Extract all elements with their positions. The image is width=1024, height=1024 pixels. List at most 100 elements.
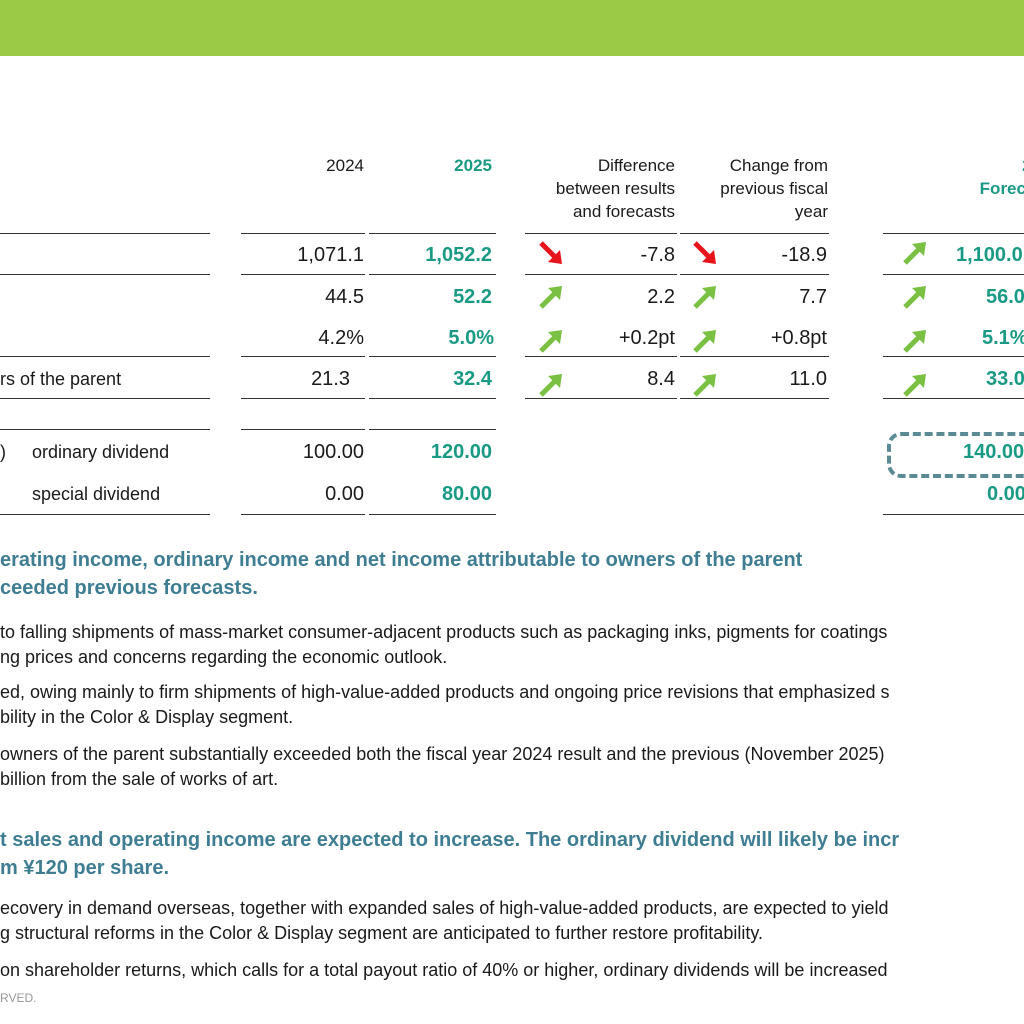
header-change-line: Change from <box>729 156 828 175</box>
highlight-dashed-box <box>887 432 1024 478</box>
header-2024: 2024 <box>326 156 364 175</box>
section-2-heading-line: m ¥120 per share. <box>0 857 169 879</box>
rule <box>369 274 496 275</box>
special-dividend-2025: 80.00 <box>441 483 492 505</box>
rule <box>883 398 1024 399</box>
ordinary-dividend-2026: 140.00 <box>963 441 1024 463</box>
rule <box>680 274 829 275</box>
rule <box>0 274 210 275</box>
para-line: ed, owing mainly to firm shipments of hi… <box>0 682 890 702</box>
arrow-down-icon <box>692 240 718 266</box>
section-2-heading-line: t sales and operating income are expecte… <box>0 829 900 851</box>
header-2025: 2025 <box>454 156 492 175</box>
para-line: billion from the sale of works of art. <box>0 769 279 789</box>
rule <box>369 514 496 515</box>
row-1-2024: 1,071.1 <box>297 244 364 266</box>
row-2-diff: 2.2 <box>647 286 675 308</box>
para-line: ng prices and concerns regarding the eco… <box>0 647 448 667</box>
para-line: bility in the Color & Display segment. <box>0 707 294 727</box>
row-2-change: 7.7 <box>799 286 827 308</box>
para-line: on shareholder returns, which calls for … <box>0 960 888 980</box>
rule <box>883 514 1024 515</box>
header-2026-line: Forecasts <box>979 179 1024 198</box>
arrow-up-icon <box>902 284 928 310</box>
special-dividend-2026: 0.00 <box>987 483 1024 505</box>
section-1-para-1: to falling shipments of mass-market cons… <box>0 620 887 670</box>
row-4-change: 11.0 <box>789 368 827 390</box>
rule <box>525 356 677 357</box>
rule <box>241 356 365 357</box>
rule <box>680 356 829 357</box>
row-4-diff: 8.4 <box>647 368 675 390</box>
row-4-2024: 21.3 <box>311 368 350 390</box>
rule <box>369 356 496 357</box>
header-difference-line: between results <box>555 179 675 198</box>
row-2-2025: 52.2 <box>453 286 492 308</box>
para-line: to falling shipments of mass-market cons… <box>0 622 888 642</box>
rule <box>369 233 496 234</box>
row-1-change: -18.9 <box>781 244 827 266</box>
arrow-down-icon <box>538 240 564 266</box>
rule <box>525 274 677 275</box>
rule <box>0 398 210 399</box>
rule <box>0 429 210 430</box>
header-difference-line: and forecasts <box>572 202 675 221</box>
rule <box>883 233 1024 234</box>
arrow-up-icon <box>692 284 718 310</box>
header-change: Change from previous fiscal year <box>680 154 828 223</box>
section-2-para-1: ecovery in demand overseas, together wit… <box>0 896 889 946</box>
header-difference-line: Difference <box>597 156 675 175</box>
header-2026-forecasts: 2026 Forecasts <box>900 154 1024 200</box>
rule <box>680 233 829 234</box>
section-1-heading: erating income, ordinary income and net … <box>0 546 802 602</box>
row-4-2025: 32.4 <box>453 368 492 390</box>
row-3-2024: 4.2% <box>318 327 364 349</box>
rule <box>883 356 1024 357</box>
rule <box>883 274 1024 275</box>
para-line: g structural reforms in the Color & Disp… <box>0 923 763 943</box>
row-2-2024: 44.5 <box>325 286 364 308</box>
arrow-up-icon <box>538 284 564 310</box>
row-4-2026: 33.0 <box>986 368 1024 390</box>
ordinary-dividend-2024: 100.00 <box>302 441 364 463</box>
special-dividend-label: special dividend <box>32 484 161 504</box>
rule <box>241 398 365 399</box>
row-2-2026: 56.0 <box>986 286 1024 308</box>
dividend-paren: ) <box>0 442 6 462</box>
rule <box>241 514 365 515</box>
section-1-heading-line: ceeded previous forecasts. <box>0 577 258 599</box>
top-banner <box>0 0 1024 56</box>
arrow-up-icon <box>902 240 928 266</box>
section-2-heading: t sales and operating income are expecte… <box>0 826 899 882</box>
row-1-2026: 1,100.0 <box>956 244 1023 266</box>
section-1-heading-line: erating income, ordinary income and net … <box>0 549 803 571</box>
header-difference: Difference between results and forecasts <box>520 154 675 223</box>
section-2-para-2: on shareholder returns, which calls for … <box>0 958 887 983</box>
arrow-up-icon <box>538 328 564 354</box>
row-1-diff: -7.8 <box>640 244 675 266</box>
section-1-para-2: ed, owing mainly to firm shipments of hi… <box>0 680 890 730</box>
para-line: owners of the parent substantially excee… <box>0 744 885 764</box>
rule <box>241 274 365 275</box>
rule <box>0 233 210 234</box>
rule <box>525 233 677 234</box>
header-change-line: year <box>794 202 828 221</box>
row-4-label: rs of the parent <box>0 369 122 389</box>
rule <box>369 429 496 430</box>
copyright-footer: RVED. <box>0 991 37 1005</box>
header-change-line: previous fiscal <box>720 179 828 198</box>
row-3-change: +0.8pt <box>770 327 827 349</box>
arrow-up-icon <box>902 328 928 354</box>
special-dividend-2024: 0.00 <box>325 483 364 505</box>
para-line: ecovery in demand overseas, together wit… <box>0 898 889 918</box>
ordinary-dividend-2025: 120.00 <box>430 441 492 463</box>
rule <box>369 398 496 399</box>
arrow-up-icon <box>692 328 718 354</box>
rule <box>241 233 365 234</box>
ordinary-dividend-label: ordinary dividend <box>32 442 170 462</box>
rule <box>680 398 829 399</box>
rule <box>525 398 677 399</box>
arrow-up-icon <box>692 372 718 398</box>
row-1-2025: 1,052.2 <box>425 244 492 266</box>
rule <box>0 356 210 357</box>
